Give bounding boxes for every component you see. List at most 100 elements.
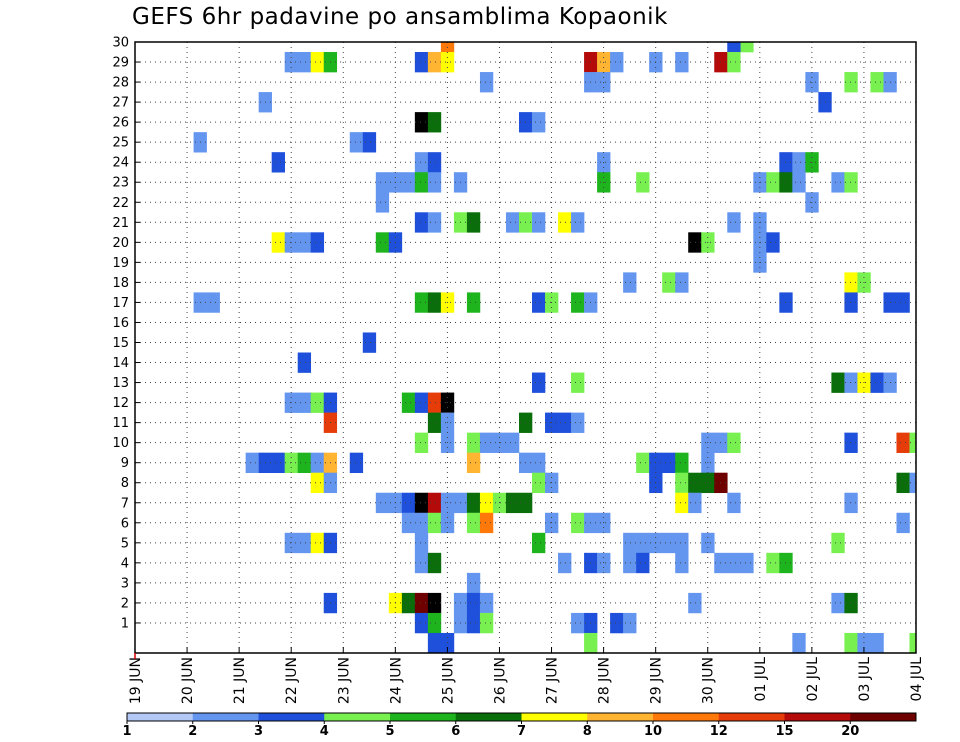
heatmap-cell	[466, 592, 481, 614]
y-tick-label: 3	[121, 576, 129, 591]
heatmap-cell	[636, 552, 650, 574]
heatmap-cell	[310, 52, 325, 73]
heatmap-cell	[727, 52, 741, 73]
y-tick-label: 8	[121, 476, 129, 491]
heatmap-cell	[297, 392, 312, 413]
heatmap-cell	[610, 52, 624, 73]
heatmap-cell	[310, 392, 325, 413]
heatmap-cell	[662, 272, 676, 293]
colorbar-label: 10	[644, 724, 662, 739]
heatmap-cell	[727, 42, 741, 53]
heatmap-cell	[466, 432, 481, 453]
heatmap-cell	[909, 472, 917, 494]
heatmap-cell	[414, 512, 429, 534]
y-tick-label: 23	[112, 176, 129, 191]
heatmap-cell	[414, 432, 429, 453]
x-tick-label: 28 JUN	[597, 657, 613, 704]
y-tick-label: 1	[121, 616, 129, 631]
heatmap-cell	[896, 472, 910, 494]
heatmap-cell	[414, 52, 429, 73]
heatmap-cell	[766, 552, 780, 574]
colorbar-swatch	[718, 713, 785, 721]
heatmap-cell	[427, 552, 442, 574]
heatmap-cell	[414, 152, 429, 173]
heatmap-cell	[479, 612, 494, 634]
heatmap-cell	[427, 172, 442, 193]
heatmap-cell	[414, 172, 429, 193]
heatmap-cell	[844, 292, 858, 313]
heatmap-cell	[414, 292, 429, 313]
heatmap-cell	[844, 592, 858, 614]
x-tick-label: 01 JUL	[753, 657, 769, 702]
x-tick-label: 30 JUN	[701, 657, 717, 704]
plot-frame	[134, 41, 917, 654]
heatmap-cell	[271, 452, 285, 474]
colorbar-legend: 1 2 3 4 5 6 7 8 10 12 15 20	[122, 712, 917, 739]
heatmap-cell	[844, 72, 858, 93]
heatmap-cell	[675, 492, 689, 514]
y-axis: 1234567891011121314151617181920212223242…	[112, 36, 140, 631]
heatmap-cell	[466, 512, 481, 534]
heatmap-cell	[636, 532, 650, 554]
colorbar-label: 5	[385, 724, 394, 739]
y-tick-label: 30	[112, 36, 129, 51]
heatmap-cell	[688, 472, 702, 494]
y-tick-label: 25	[112, 136, 129, 151]
heatmap-cell	[375, 172, 390, 193]
heatmap-cell	[623, 272, 637, 293]
colorbar-label: 3	[254, 724, 263, 739]
heatmap-cell	[831, 592, 845, 614]
x-tick-label: 23 JUN	[336, 657, 352, 704]
heatmap-cell	[401, 512, 416, 534]
heatmap-cell	[909, 632, 917, 654]
heatmap-cell	[349, 132, 364, 153]
heatmap-cell	[558, 552, 572, 574]
heatmap-cell	[675, 452, 689, 474]
heatmap-cell	[466, 612, 481, 634]
x-tick-label: 22 JUN	[284, 657, 300, 704]
heatmap-cell	[844, 172, 858, 193]
heatmap-cell	[362, 332, 377, 353]
heatmap-cell	[675, 552, 689, 574]
colorbar-label: 2	[188, 724, 197, 739]
heatmap-cell	[414, 112, 429, 133]
grid	[134, 41, 917, 653]
colorbar-swatch	[192, 713, 259, 721]
y-tick-label: 28	[112, 76, 129, 91]
heatmap-cell	[362, 132, 377, 153]
heatmap-cell	[414, 212, 429, 233]
heatmap-cell	[479, 432, 494, 453]
heatmap-cell	[675, 52, 689, 73]
heatmap-cell	[571, 412, 585, 433]
colorbar-label: 4	[320, 724, 329, 739]
x-tick-label: 27 JUN	[545, 657, 561, 704]
y-tick-label: 18	[112, 276, 129, 291]
heatmap-cell	[571, 512, 585, 534]
colorbar-label: 7	[517, 724, 526, 739]
y-tick-label: 19	[112, 256, 129, 271]
heatmap-cell	[297, 352, 312, 373]
heatmap-cell	[532, 112, 546, 133]
y-tick-label: 20	[112, 236, 129, 251]
heatmap-cell	[831, 532, 845, 554]
heatmap-cell	[675, 532, 689, 554]
heatmap-cell	[662, 532, 676, 554]
heatmap-cell	[297, 452, 312, 474]
y-tick-label: 4	[121, 556, 129, 571]
y-tick-label: 11	[112, 416, 129, 431]
y-tick-label: 2	[121, 596, 129, 611]
x-tick-label: 26 JUN	[492, 657, 508, 704]
colorbar-swatch	[653, 713, 720, 721]
heatmap-cell	[571, 292, 585, 313]
heatmap-cells	[193, 42, 917, 654]
x-tick-label: 19 JUN	[128, 657, 144, 704]
heatmap-cell	[505, 432, 520, 453]
heatmap-cell	[375, 192, 390, 213]
x-tick-label: 20 JUN	[180, 657, 196, 704]
colorbar-label: 20	[841, 724, 859, 739]
heatmap-cell	[727, 492, 741, 514]
heatmap-cell	[558, 212, 572, 233]
colorbar-label: 12	[710, 724, 728, 739]
heatmap-cell	[844, 272, 858, 293]
heatmap-cell	[297, 232, 312, 253]
